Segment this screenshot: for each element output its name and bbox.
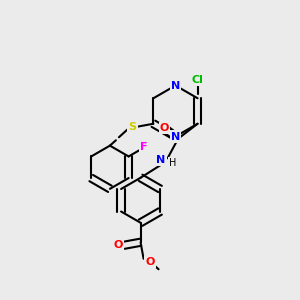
Text: H: H — [169, 158, 177, 168]
Text: O: O — [160, 123, 169, 133]
Text: N: N — [171, 80, 180, 91]
Text: F: F — [140, 142, 147, 152]
Text: N: N — [171, 131, 180, 142]
Text: O: O — [114, 240, 123, 250]
Text: S: S — [128, 122, 136, 132]
Text: O: O — [146, 257, 155, 267]
Text: N: N — [156, 155, 166, 165]
Text: Cl: Cl — [192, 75, 203, 85]
